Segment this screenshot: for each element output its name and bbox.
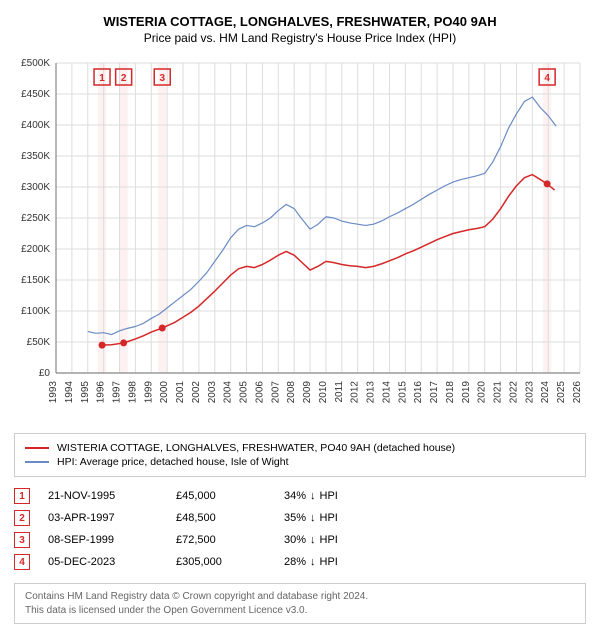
svg-text:2026: 2026: [572, 381, 583, 404]
svg-text:2020: 2020: [477, 381, 488, 404]
svg-text:2024: 2024: [540, 381, 551, 404]
svg-text:£300K: £300K: [21, 182, 50, 193]
chart-canvas: £0 £50K £100K £150K £200K £250K £300K £350K £400…: [10, 53, 590, 423]
svg-text:£0: £0: [39, 368, 51, 379]
svg-text:2004: 2004: [223, 381, 234, 404]
sale-marker-badge: 2: [14, 510, 30, 526]
svg-text:£150K: £150K: [21, 275, 50, 286]
down-arrow-icon: ↓: [310, 490, 316, 502]
sales-row: 1 21-NOV-1995 £45,000 34%↓HPI: [14, 485, 586, 507]
legend-swatch: [25, 461, 49, 463]
sale-date: 05-DEC-2023: [48, 556, 158, 568]
sales-row: 4 05-DEC-2023 £305,000 28%↓HPI: [14, 551, 586, 573]
svg-text:2022: 2022: [508, 381, 519, 404]
svg-text:1996: 1996: [96, 381, 107, 404]
svg-text:2003: 2003: [207, 381, 218, 404]
sale-price: £48,500: [176, 512, 266, 524]
sale-marker-badge: 3: [14, 532, 30, 548]
svg-text:£450K: £450K: [21, 89, 50, 100]
legend-row: WISTERIA COTTAGE, LONGHALVES, FRESHWATER…: [25, 442, 575, 454]
legend-swatch: [25, 447, 49, 449]
svg-text:2011: 2011: [334, 381, 345, 403]
svg-text:2025: 2025: [556, 381, 567, 404]
sales-row: 2 03-APR-1997 £48,500 35%↓HPI: [14, 507, 586, 529]
svg-text:2016: 2016: [413, 381, 424, 404]
svg-text:2005: 2005: [239, 381, 250, 404]
svg-text:2008: 2008: [286, 381, 297, 404]
svg-text:£400K: £400K: [21, 120, 50, 131]
svg-text:2018: 2018: [445, 381, 456, 404]
svg-text:2015: 2015: [397, 381, 408, 404]
svg-text:2013: 2013: [366, 381, 377, 404]
svg-text:3: 3: [159, 73, 165, 84]
svg-text:1995: 1995: [80, 381, 91, 404]
svg-text:2006: 2006: [254, 381, 265, 404]
down-arrow-icon: ↓: [310, 512, 316, 524]
svg-text:2000: 2000: [159, 381, 170, 404]
svg-text:2012: 2012: [350, 381, 361, 404]
svg-text:£500K: £500K: [21, 58, 50, 69]
sales-table: 1 21-NOV-1995 £45,000 34%↓HPI 2 03-APR-1997 £4…: [14, 485, 586, 573]
svg-text:2007: 2007: [270, 381, 281, 404]
chart-subtitle: Price paid vs. HM Land Registry's House …: [10, 31, 590, 45]
svg-text:£100K: £100K: [21, 306, 50, 317]
svg-text:2002: 2002: [191, 381, 202, 404]
svg-text:2021: 2021: [493, 381, 504, 404]
sale-marker-badge: 4: [14, 554, 30, 570]
svg-text:4: 4: [544, 73, 550, 84]
svg-text:1993: 1993: [48, 381, 59, 404]
svg-text:2014: 2014: [381, 381, 392, 404]
svg-text:£250K: £250K: [21, 213, 50, 224]
sale-price: £305,000: [176, 556, 266, 568]
svg-text:£200K: £200K: [21, 244, 50, 255]
legend-label: HPI: Average price, detached house, Isle…: [57, 456, 289, 468]
attribution-line-1: Contains HM Land Registry data © Crown c…: [25, 590, 575, 604]
sale-vs-hpi: 34%↓HPI: [284, 490, 384, 502]
sale-price: £72,500: [176, 534, 266, 546]
attribution-line-2: This data is licensed under the Open Gov…: [25, 604, 575, 618]
sale-date: 08-SEP-1999: [48, 534, 158, 546]
legend-box: WISTERIA COTTAGE, LONGHALVES, FRESHWATER…: [14, 433, 586, 477]
svg-text:2: 2: [121, 73, 127, 84]
svg-text:1997: 1997: [112, 381, 123, 404]
svg-text:1: 1: [99, 73, 105, 84]
sale-marker-badge: 1: [14, 488, 30, 504]
attribution-box: Contains HM Land Registry data © Crown c…: [14, 583, 586, 624]
sale-price: £45,000: [176, 490, 266, 502]
svg-text:2001: 2001: [175, 381, 186, 404]
legend-row: HPI: Average price, detached house, Isle…: [25, 456, 575, 468]
svg-text:1998: 1998: [127, 381, 138, 404]
price-chart: £0 £50K £100K £150K £200K £250K £300K £350K £400…: [10, 53, 590, 423]
down-arrow-icon: ↓: [310, 556, 316, 568]
svg-text:1999: 1999: [143, 381, 154, 404]
svg-text:2009: 2009: [302, 381, 313, 404]
svg-text:2010: 2010: [318, 381, 329, 404]
svg-text:£50K: £50K: [27, 337, 51, 348]
svg-text:2023: 2023: [524, 381, 535, 404]
down-arrow-icon: ↓: [310, 534, 316, 546]
legend-label: WISTERIA COTTAGE, LONGHALVES, FRESHWATER…: [57, 442, 455, 454]
svg-text:2017: 2017: [429, 381, 440, 404]
svg-text:£350K: £350K: [21, 151, 50, 162]
svg-text:1994: 1994: [64, 381, 75, 404]
svg-text:2019: 2019: [461, 381, 472, 404]
chart-title: WISTERIA COTTAGE, LONGHALVES, FRESHWATER…: [10, 14, 590, 29]
sale-vs-hpi: 28%↓HPI: [284, 556, 384, 568]
sale-vs-hpi: 30%↓HPI: [284, 534, 384, 546]
sale-vs-hpi: 35%↓HPI: [284, 512, 384, 524]
sales-row: 3 08-SEP-1999 £72,500 30%↓HPI: [14, 529, 586, 551]
sale-date: 03-APR-1997: [48, 512, 158, 524]
sale-date: 21-NOV-1995: [48, 490, 158, 502]
